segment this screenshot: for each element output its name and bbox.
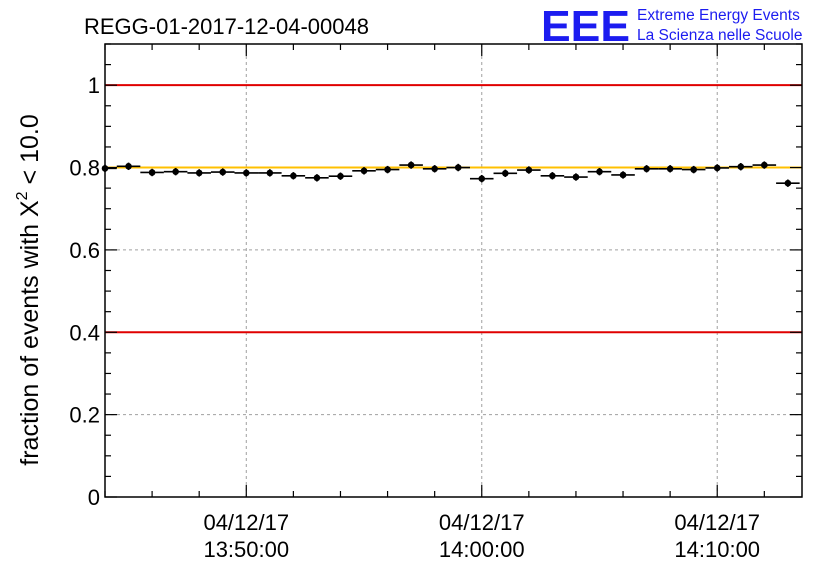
y-tick-label: 0.8	[69, 156, 100, 181]
data-point	[116, 162, 141, 171]
data-point	[446, 163, 470, 172]
point-marker	[219, 168, 227, 176]
point-marker	[572, 173, 580, 181]
data-point	[234, 169, 259, 177]
data-point	[729, 163, 753, 171]
data-point	[187, 169, 211, 177]
point-marker	[761, 161, 768, 169]
point-marker	[502, 170, 509, 177]
data-point	[101, 164, 117, 173]
data-point	[305, 174, 329, 182]
y-tick-label: 0.2	[69, 403, 100, 428]
data-point	[611, 171, 635, 179]
y-axis-label-exponent: 2	[14, 191, 31, 200]
point-marker	[454, 164, 462, 171]
point-marker	[125, 163, 132, 170]
point-marker	[172, 168, 179, 175]
data-point	[210, 168, 235, 176]
point-marker	[313, 174, 321, 182]
point-marker	[360, 167, 368, 175]
axes	[104, 43, 803, 498]
point-marker	[784, 179, 792, 187]
logo-line-2: La Scienza nelle Scuole	[637, 27, 802, 44]
point-marker	[407, 161, 415, 169]
point-marker	[619, 171, 627, 179]
data-point	[352, 167, 376, 175]
data-point	[469, 174, 494, 183]
point-marker	[290, 172, 297, 180]
data-point	[681, 165, 706, 174]
point-marker	[713, 164, 721, 172]
logo-letters: EEE	[541, 2, 630, 51]
y-tick-label: 0	[88, 485, 100, 510]
data-point	[375, 165, 400, 174]
point-marker	[242, 169, 250, 177]
point-marker	[643, 165, 650, 173]
plot-frame	[104, 43, 803, 498]
x-tick-label-time: 14:10:00	[674, 537, 760, 562]
point-marker	[690, 166, 697, 173]
data-point	[564, 173, 588, 181]
data-points	[101, 161, 800, 187]
point-marker	[195, 169, 203, 177]
y-axis-label-symbol: X	[16, 200, 44, 217]
x-tick-label-date: 04/12/17	[674, 510, 760, 535]
point-marker	[737, 163, 745, 171]
point-marker	[431, 165, 438, 173]
x-tick-label-date: 04/12/17	[439, 510, 525, 535]
logo-line-1: Extreme Energy Events	[637, 7, 800, 24]
point-marker	[148, 169, 156, 176]
data-point	[422, 165, 447, 173]
data-point	[399, 161, 423, 169]
x-tick-label-date: 04/12/17	[203, 510, 289, 535]
y-axis-label-after: < 10.0	[16, 114, 44, 191]
x-tick-label-time: 13:50:00	[203, 537, 289, 562]
reference-lines	[105, 84, 802, 334]
data-point	[163, 167, 188, 176]
point-marker	[384, 166, 391, 173]
x-tick-label-time: 14:00:00	[439, 537, 525, 562]
data-point	[658, 165, 682, 173]
data-point	[517, 166, 541, 174]
point-marker	[666, 165, 674, 173]
y-axis-label-before: fraction of events with	[16, 217, 44, 466]
y-tick-label: 1	[88, 73, 100, 98]
point-marker	[478, 175, 486, 182]
point-marker	[337, 172, 344, 180]
data-point	[281, 172, 306, 180]
data-point	[776, 179, 800, 187]
data-point	[705, 164, 730, 172]
point-marker	[549, 172, 556, 180]
eee-logo: EEE Extreme Energy Events La Scienza nel…	[541, 2, 802, 51]
data-point	[258, 169, 282, 177]
point-marker	[266, 169, 274, 177]
data-point	[634, 165, 659, 173]
chart-title: REGG-01-2017-12-04-00048	[84, 14, 369, 39]
y-axis-label: fraction of events with X2 < 10.0	[14, 114, 44, 465]
data-point	[328, 172, 353, 180]
data-point	[140, 168, 164, 177]
tick-labels: 00.20.40.60.8104/12/1713:50:0004/12/1714…	[69, 73, 760, 562]
point-marker	[596, 168, 603, 175]
y-tick-label: 0.4	[69, 320, 100, 345]
data-point	[540, 172, 565, 180]
point-marker	[525, 166, 533, 174]
grid-layer	[105, 44, 802, 497]
data-point	[493, 169, 518, 178]
data-point	[587, 167, 612, 176]
y-tick-label: 0.6	[69, 238, 100, 263]
data-point	[752, 161, 777, 169]
